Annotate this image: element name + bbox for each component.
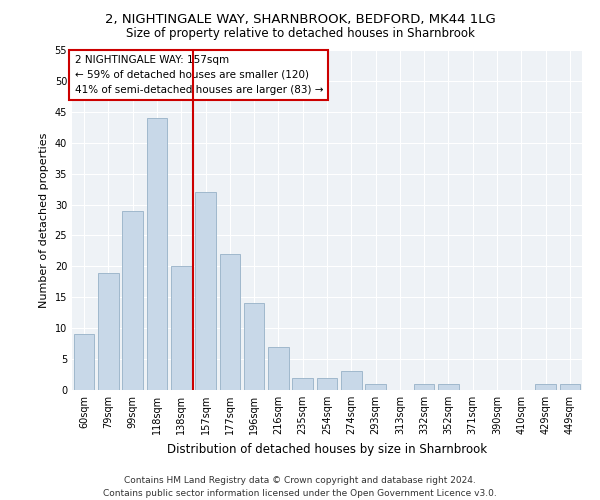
Bar: [438, 384, 459, 390]
Text: 2 NIGHTINGALE WAY: 157sqm
← 59% of detached houses are smaller (120)
41% of semi: 2 NIGHTINGALE WAY: 157sqm ← 59% of detac…: [74, 55, 323, 94]
Bar: [146, 118, 167, 390]
Bar: [195, 192, 216, 390]
Text: Contains HM Land Registry data © Crown copyright and database right 2024.
Contai: Contains HM Land Registry data © Crown c…: [103, 476, 497, 498]
Y-axis label: Number of detached properties: Number of detached properties: [39, 132, 49, 308]
Text: 2, NIGHTINGALE WAY, SHARNBROOK, BEDFORD, MK44 1LG: 2, NIGHTINGALE WAY, SHARNBROOK, BEDFORD,…: [104, 12, 496, 26]
Bar: [244, 304, 265, 390]
Bar: [365, 384, 386, 390]
Bar: [292, 378, 313, 390]
Bar: [535, 384, 556, 390]
Text: Size of property relative to detached houses in Sharnbrook: Size of property relative to detached ho…: [125, 28, 475, 40]
Bar: [341, 372, 362, 390]
Bar: [317, 378, 337, 390]
Bar: [122, 210, 143, 390]
Bar: [98, 272, 119, 390]
Bar: [220, 254, 240, 390]
Bar: [171, 266, 191, 390]
Bar: [560, 384, 580, 390]
Bar: [74, 334, 94, 390]
Bar: [414, 384, 434, 390]
X-axis label: Distribution of detached houses by size in Sharnbrook: Distribution of detached houses by size …: [167, 442, 487, 456]
Bar: [268, 346, 289, 390]
